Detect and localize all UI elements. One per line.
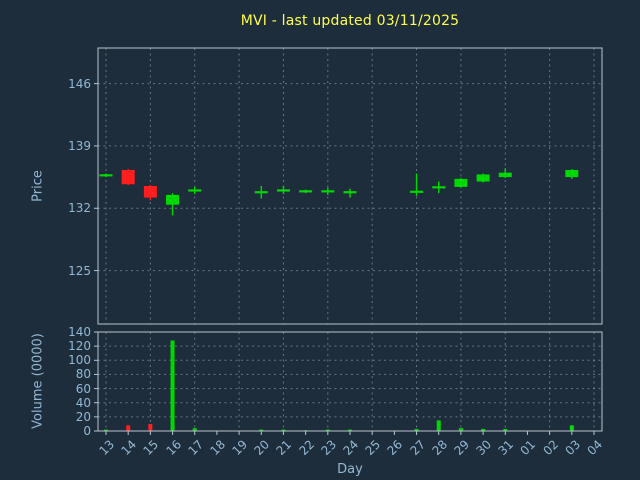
- volume-y-tick-label: 80: [75, 367, 91, 382]
- candle-body: [343, 191, 357, 194]
- volume-y-tick-label: 20: [75, 409, 91, 424]
- price-y-tick-label: 146: [68, 76, 91, 91]
- volume-bar: [503, 428, 508, 431]
- volume-bar: [104, 429, 108, 431]
- volume-y-tick-label: 40: [75, 395, 91, 410]
- price-y-tick-label: 125: [68, 263, 91, 278]
- candle-body: [299, 190, 313, 193]
- candle-body: [321, 190, 335, 193]
- candle-body: [254, 191, 268, 194]
- volume-bar: [192, 428, 197, 431]
- chart-title: MVI - last updated 03/11/2025: [240, 13, 460, 29]
- candle-body: [276, 189, 290, 192]
- candle-body: [498, 172, 512, 178]
- candle-body: [432, 186, 446, 189]
- price-y-tick-label: 139: [68, 138, 91, 153]
- candle-body: [121, 169, 135, 185]
- volume-y-tick-label: 140: [68, 325, 91, 339]
- volume-bar: [458, 428, 463, 431]
- volume-bar: [170, 340, 175, 431]
- candle-body: [166, 194, 180, 205]
- volume-bar: [436, 420, 441, 431]
- volume-bar: [481, 428, 486, 431]
- price-axes-frame: [97, 47, 603, 325]
- volume-y-tick-label: 0: [83, 424, 91, 438]
- volume-bar: [281, 429, 286, 431]
- candle-body: [143, 186, 157, 198]
- candle-body: [476, 174, 490, 182]
- volume-bar: [325, 429, 330, 431]
- volume-y-tick-label: 60: [75, 381, 91, 396]
- candle-body: [99, 174, 113, 177]
- volume-bar: [148, 423, 153, 431]
- candle-body: [188, 189, 202, 192]
- day-axis-label: Day: [337, 462, 363, 477]
- volume-bar: [259, 429, 264, 431]
- price-y-tick-label: 132: [68, 201, 91, 216]
- volume-y-tick-label: 120: [68, 339, 91, 354]
- candle-body: [454, 178, 468, 187]
- volume-bar: [569, 425, 574, 431]
- volume-bar: [348, 429, 352, 431]
- volume-bar: [414, 428, 419, 431]
- volume-y-tick-label: 100: [68, 353, 91, 368]
- candle-body: [410, 190, 424, 193]
- volume-bar: [126, 425, 131, 431]
- candle-body: [565, 169, 579, 178]
